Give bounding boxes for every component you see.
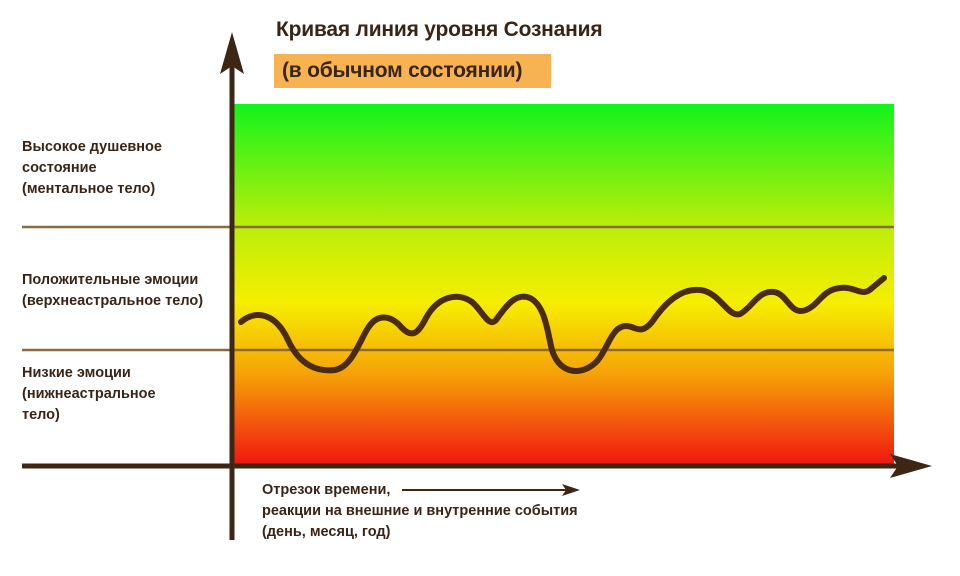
diagram-subtitle: (в обычном состоянии) [274, 54, 551, 88]
y-axis-arrowhead [220, 32, 244, 74]
time-arrow-head [562, 484, 580, 496]
zone-label-lower-astral: Низкие эмоции (нижнеастральное тело) [22, 365, 156, 423]
gradient-field [232, 104, 894, 466]
zone-label-mental: Высокое душевное состояние (ментальное т… [22, 139, 162, 197]
x-caption-line-2: реакции на внешние и внутренние события [262, 503, 578, 519]
x-axis-arrowhead [890, 454, 932, 478]
x-axis-caption: Отрезок времени, реакции на внешние и вн… [262, 480, 578, 543]
zone-label-upper-astral: Положительные эмоции (верхнеастральное т… [22, 272, 204, 309]
x-caption-line-1: Отрезок времени, [262, 482, 391, 498]
consciousness-curve [238, 275, 887, 374]
x-caption-line-3: (день, месяц, год) [262, 524, 391, 540]
diagram-title: Кривая линия уровня Сознания [276, 18, 603, 41]
